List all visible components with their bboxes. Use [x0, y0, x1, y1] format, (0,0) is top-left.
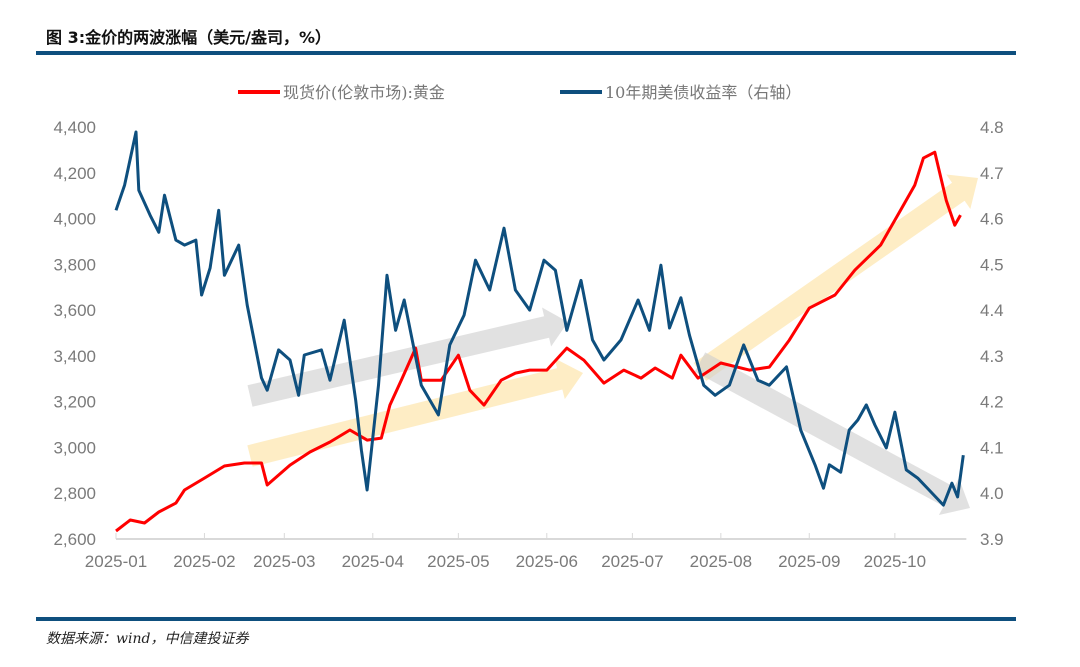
y-left-tick-label: 2,800 [53, 484, 96, 503]
source-note: 数据来源：wind，中信建投证券 [46, 631, 249, 647]
legend-label: 现货价(伦敦市场):黄金 [283, 83, 445, 102]
us10y-yield-line [114, 130, 965, 507]
y-right-tick-label: 4.4 [980, 301, 1004, 320]
x-tick-label: 2025-02 [173, 552, 235, 571]
x-tick-label: 2025-09 [778, 552, 840, 571]
x-tick-label: 2025-10 [864, 552, 926, 571]
y-right-tick-label: 4.3 [980, 347, 1004, 366]
x-tick-label: 2025-05 [427, 552, 489, 571]
y-left-tick-label: 4,000 [53, 210, 96, 229]
x-tick-label: 2025-06 [516, 552, 578, 571]
y-right-tick-label: 4.6 [980, 210, 1004, 229]
x-tick-label: 2025-03 [253, 552, 315, 571]
y-right-tick-label: 4.8 [980, 118, 1004, 137]
gray-arrow-1-icon [247, 307, 568, 407]
x-tick-label: 2025-08 [690, 552, 752, 571]
gold-price-line [115, 150, 962, 533]
x-tick-label: 2025-07 [601, 552, 663, 571]
x-tick-label: 2025-01 [85, 552, 147, 571]
y-left-tick-label: 4,200 [53, 164, 96, 183]
y-right-tick-label: 3.9 [980, 530, 1004, 549]
y-right-tick-label: 4.1 [980, 438, 1004, 457]
y-left-tick-label: 3,400 [53, 347, 96, 366]
bottom-rule [36, 617, 1016, 621]
y-left-tick-label: 3,000 [53, 438, 96, 457]
gray-arrow-2-icon [694, 352, 970, 516]
y-left-tick-label: 2,600 [53, 530, 96, 549]
y-right-tick-label: 4.5 [980, 255, 1004, 274]
x-tick-label: 2025-04 [342, 552, 404, 571]
y-left-tick-label: 3,600 [53, 301, 96, 320]
legend-label: 10年期美债收益率（右轴） [605, 83, 801, 102]
y-left-tick-label: 4,400 [53, 118, 96, 137]
y-left-tick-label: 3,800 [53, 255, 96, 274]
y-right-tick-label: 4.2 [980, 393, 1004, 412]
y-left-tick-label: 3,200 [53, 393, 96, 412]
y-right-tick-label: 4.7 [980, 164, 1004, 183]
chart-title: 图 3:金价的两波涨幅（美元/盎司，%） [46, 28, 331, 47]
y-right-tick-label: 4.0 [980, 484, 1004, 503]
yellow-arrow-2-icon [693, 174, 978, 382]
top-rule [36, 51, 1016, 55]
